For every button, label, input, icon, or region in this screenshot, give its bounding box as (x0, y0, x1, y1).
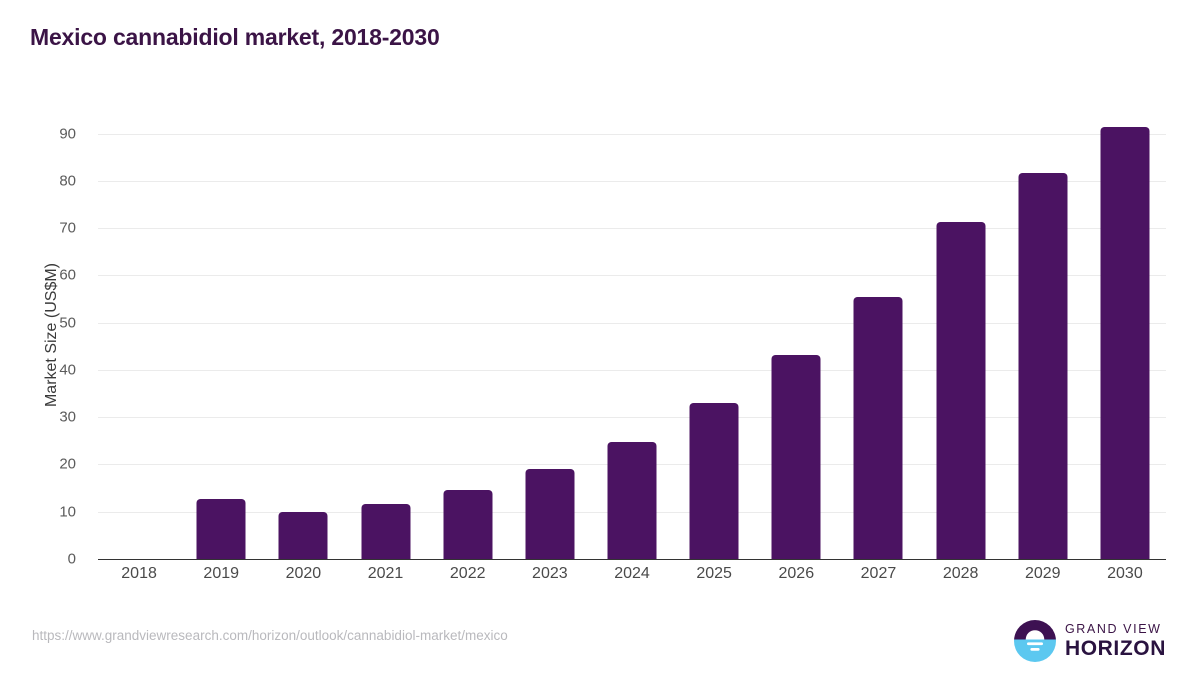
x-axis-tick-label: 2022 (449, 565, 486, 582)
y-axis-tick-label: 20 (59, 455, 76, 473)
bar[interactable] (278, 511, 328, 559)
x-axis-tick-label: 2028 (942, 565, 979, 582)
x-axis-tick-label: 2026 (778, 565, 815, 582)
x-axis-tick-label: 2024 (614, 565, 650, 582)
bar[interactable] (771, 354, 821, 559)
y-axis-tick-label: 90 (59, 125, 76, 143)
gridline (98, 133, 1166, 135)
bar-slot (755, 110, 837, 559)
bar-slot (1084, 110, 1166, 559)
bar-slot (920, 110, 1002, 559)
y-axis-tick-label: 40 (59, 361, 76, 379)
logo-text-bottom: HORIZON (1064, 637, 1166, 661)
bar-slot (837, 110, 919, 559)
x-axis-tick-label: 2018 (121, 565, 157, 582)
bar-series (98, 110, 1166, 559)
grand-view-horizon-logo[interactable]: GRAND VIEW HORIZON (1013, 620, 1166, 662)
bar-slot (1002, 110, 1084, 559)
y-axis-tick-label: 80 (59, 172, 76, 190)
bar-slot (509, 110, 591, 559)
bar-slot (673, 110, 755, 559)
x-axis-tick-label: 2019 (203, 565, 240, 582)
x-axis-tick-label: 2023 (532, 565, 568, 582)
bar[interactable] (361, 504, 411, 559)
source-url[interactable]: https://www.grandviewresearch.com/horizo… (32, 628, 508, 643)
horizon-sunrise-logo-icon (1013, 620, 1056, 662)
bar-slot (591, 110, 673, 559)
gridline (98, 417, 1166, 419)
plot-area (98, 110, 1166, 561)
y-axis-tick-label: 10 (59, 503, 76, 521)
bar-slot (262, 110, 344, 559)
y-axis-tick-label: 30 (59, 408, 76, 426)
page-title: Mexico cannabidiol market, 2018-2030 (30, 24, 440, 50)
gridline (98, 228, 1166, 230)
y-axis-tick-label: 50 (59, 314, 76, 332)
logo-text: GRAND VIEW HORIZON (1065, 623, 1166, 660)
gridline (98, 369, 1166, 371)
gridline (98, 275, 1166, 277)
x-axis-tick-label: 2027 (860, 565, 897, 582)
bar[interactable] (1018, 173, 1068, 559)
y-axis-tick-labels: 0 10 20 30 40 50 60 70 80 90 (0, 110, 90, 567)
x-axis-tick-label: 2030 (1107, 565, 1143, 582)
bar[interactable] (1100, 127, 1150, 559)
bar[interactable] (936, 222, 986, 559)
x-axis-tick-labels: 2018 2019 2020 2021 2022 2023 2024 2025 2026 2027… (98, 565, 1166, 595)
y-axis-tick-label: 70 (59, 219, 76, 237)
bar-slot (98, 110, 180, 559)
x-axis-tick-label: 2021 (367, 565, 404, 582)
logo-text-top: GRAND VIEW (1064, 621, 1162, 636)
x-axis-tick-label: 2029 (1024, 565, 1061, 582)
bar[interactable] (443, 490, 493, 559)
bar[interactable] (607, 441, 657, 559)
x-axis-tick-label: 2020 (285, 565, 322, 582)
bar[interactable] (525, 469, 575, 559)
bar[interactable] (689, 402, 739, 559)
y-axis-tick-label: 60 (59, 266, 76, 284)
bar[interactable] (853, 297, 903, 559)
x-axis-tick-label: 2025 (696, 565, 732, 582)
axis-line-x (98, 559, 1166, 561)
gridline (98, 180, 1166, 182)
bar[interactable] (196, 499, 246, 559)
gridline (98, 322, 1166, 324)
bar-slot (344, 110, 426, 559)
bar-slot (427, 110, 509, 559)
y-axis-tick-label: 0 (67, 550, 76, 568)
bar-slot (180, 110, 262, 559)
